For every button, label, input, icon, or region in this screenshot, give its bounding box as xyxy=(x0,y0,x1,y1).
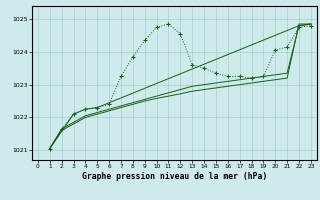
X-axis label: Graphe pression niveau de la mer (hPa): Graphe pression niveau de la mer (hPa) xyxy=(82,172,267,181)
